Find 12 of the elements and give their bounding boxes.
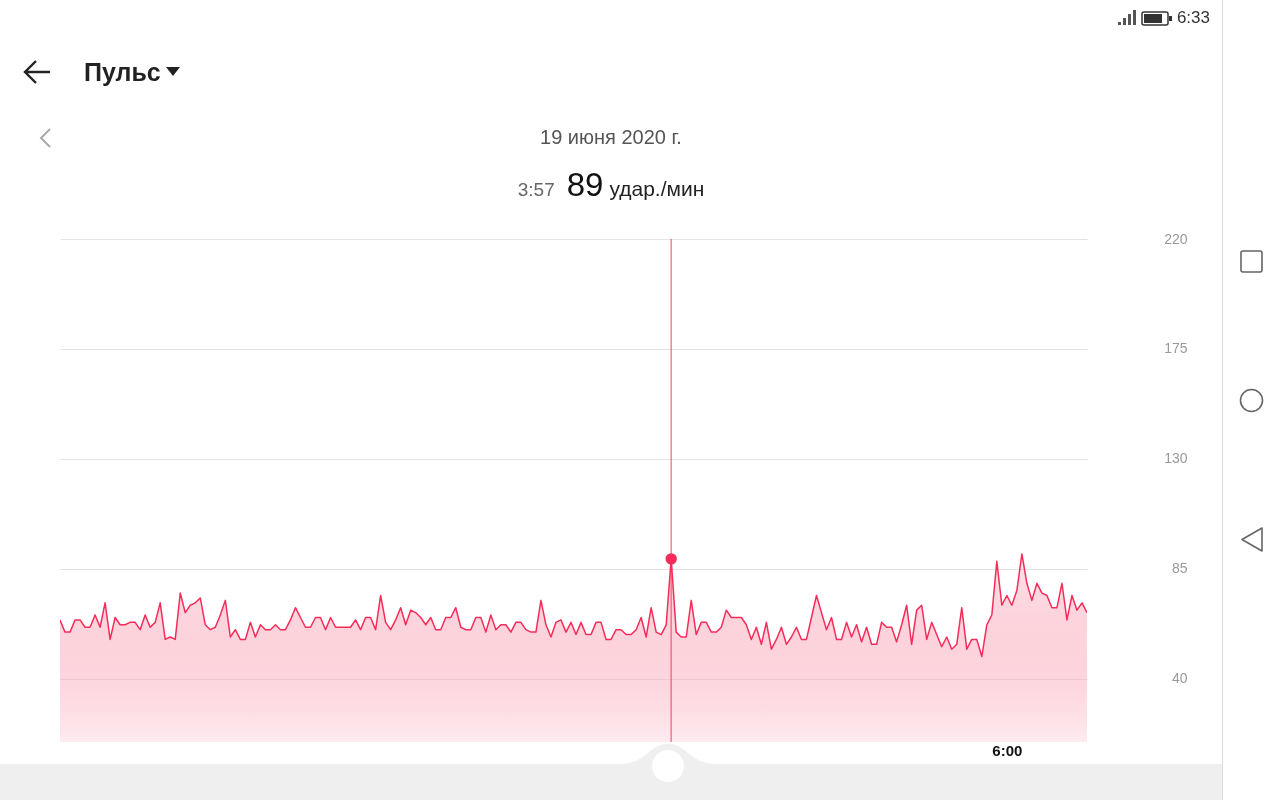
y-tick-label: 85	[1171, 560, 1188, 577]
y-tick-label: 40	[1171, 670, 1188, 687]
text: удар./мин	[609, 177, 705, 200]
chart-subtitle: 19 июня 2020 г.	[539, 126, 683, 149]
text: 89	[566, 166, 604, 203]
y-tick-label: 130	[1164, 450, 1188, 467]
x-tick-label: 6:00	[992, 741, 1023, 759]
y-tick-label: 220	[1164, 230, 1188, 247]
y-tick-label: 175	[1164, 340, 1188, 357]
text: 3:57	[517, 179, 555, 200]
text: 6:33	[1176, 8, 1210, 28]
chart-title: Пульс	[84, 58, 161, 87]
